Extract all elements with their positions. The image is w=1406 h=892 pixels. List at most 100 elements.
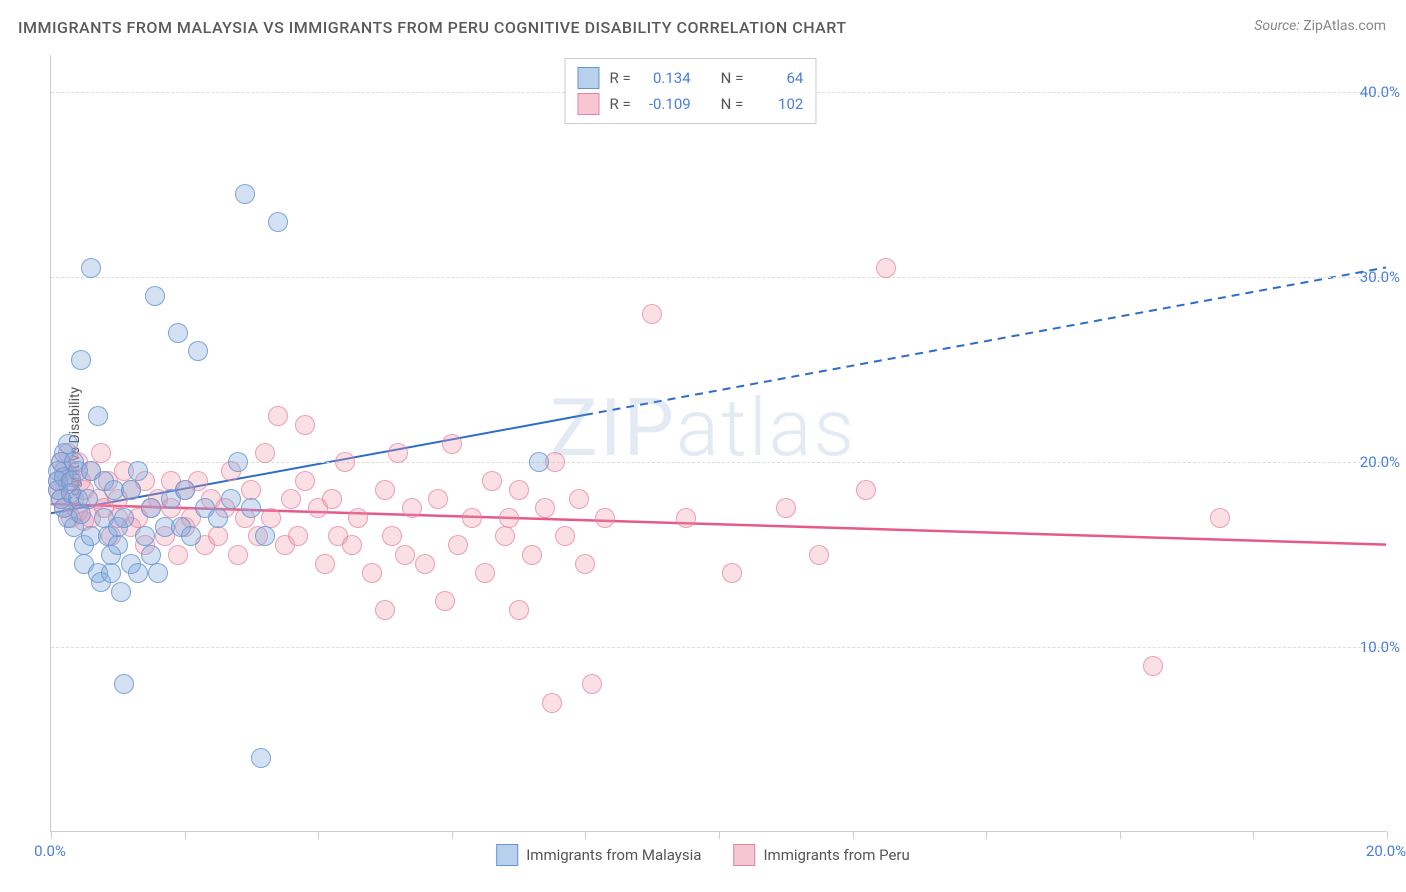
data-point [221,489,241,509]
data-point [235,184,255,204]
data-point [402,498,422,518]
data-point [876,258,896,278]
data-point [141,498,161,518]
data-point [268,406,288,426]
chart-container: IMMIGRANTS FROM MALAYSIA VS IMMIGRANTS F… [0,0,1406,892]
data-point [88,406,108,426]
n-value-peru: 102 [753,95,803,113]
data-point [241,480,261,500]
data-point [175,480,195,500]
data-point [111,582,131,602]
data-point [78,489,98,509]
data-point [582,674,602,694]
x-tick [1387,831,1388,839]
swatch-malaysia [577,67,599,89]
data-point [362,563,382,583]
series-legend: Immigrants from Malaysia Immigrants from… [496,844,910,866]
data-point [261,508,281,528]
data-point [208,508,228,528]
y-tick-label: 30.0% [1360,268,1400,286]
data-point [145,286,165,306]
data-point [555,526,575,546]
x-tick [1253,831,1254,839]
data-point [676,508,696,528]
trend-lines-layer [51,55,1386,831]
data-point [435,591,455,611]
x-tick [853,831,854,839]
data-point [295,415,315,435]
data-point [268,212,288,232]
data-point [388,443,408,463]
data-point [495,526,515,546]
data-point [348,508,368,528]
r-label: R = [609,69,630,87]
y-tick-label: 40.0% [1360,83,1400,101]
swatch-malaysia-icon [496,844,518,866]
data-point [529,452,549,472]
data-point [255,443,275,463]
legend-row-peru: R = -0.109 N = 102 [577,91,803,117]
data-point [499,508,519,528]
data-point [241,498,261,518]
n-label: N = [721,69,744,87]
gridline [51,647,1386,648]
y-tick-label: 20.0% [1360,453,1400,471]
data-point [776,498,796,518]
r-label: R = [609,95,630,113]
data-point [509,600,529,620]
data-point [448,535,468,555]
data-point [442,434,462,454]
data-point [415,554,435,574]
data-point [462,508,482,528]
data-point [382,526,402,546]
data-point [128,461,148,481]
data-point [1143,656,1163,676]
data-point [335,452,355,472]
data-point [108,535,128,555]
data-point [168,545,188,565]
x-tick [585,831,586,839]
legend-label-peru: Immigrants from Peru [763,846,909,864]
data-point [251,748,271,768]
data-point [168,323,188,343]
n-value-malaysia: 64 [753,69,803,87]
chart-title: IMMIGRANTS FROM MALAYSIA VS IMMIGRANTS F… [18,18,847,37]
data-point [188,341,208,361]
r-value-malaysia: 0.134 [641,69,691,87]
x-tick [185,831,186,839]
data-point [509,480,529,500]
gridline [51,277,1386,278]
data-point [535,498,555,518]
x-tick-label: 0.0% [34,842,66,860]
data-point [141,545,161,565]
data-point [642,304,662,324]
data-point [228,545,248,565]
data-point [342,535,362,555]
data-point [1210,508,1230,528]
data-point [856,480,876,500]
data-point [569,489,589,509]
data-point [114,508,134,528]
swatch-peru [577,93,599,115]
data-point [181,526,201,546]
legend-row-malaysia: R = 0.134 N = 64 [577,65,803,91]
legend-label-malaysia: Immigrants from Malaysia [526,846,701,864]
swatch-peru-icon [733,844,755,866]
data-point [128,563,148,583]
x-tick [986,831,987,839]
data-point [722,563,742,583]
data-point [428,489,448,509]
data-point [475,563,495,583]
x-tick [318,831,319,839]
data-point [575,554,595,574]
x-tick [719,831,720,839]
legend-item-malaysia: Immigrants from Malaysia [496,844,701,866]
data-point [809,545,829,565]
x-tick [1120,831,1121,839]
data-point [228,452,248,472]
x-tick-label: 20.0% [1366,842,1406,860]
data-point [542,693,562,713]
data-point [375,600,395,620]
correlation-legend: R = 0.134 N = 64 R = -0.109 N = 102 [564,58,816,124]
r-value-peru: -0.109 [641,95,691,113]
